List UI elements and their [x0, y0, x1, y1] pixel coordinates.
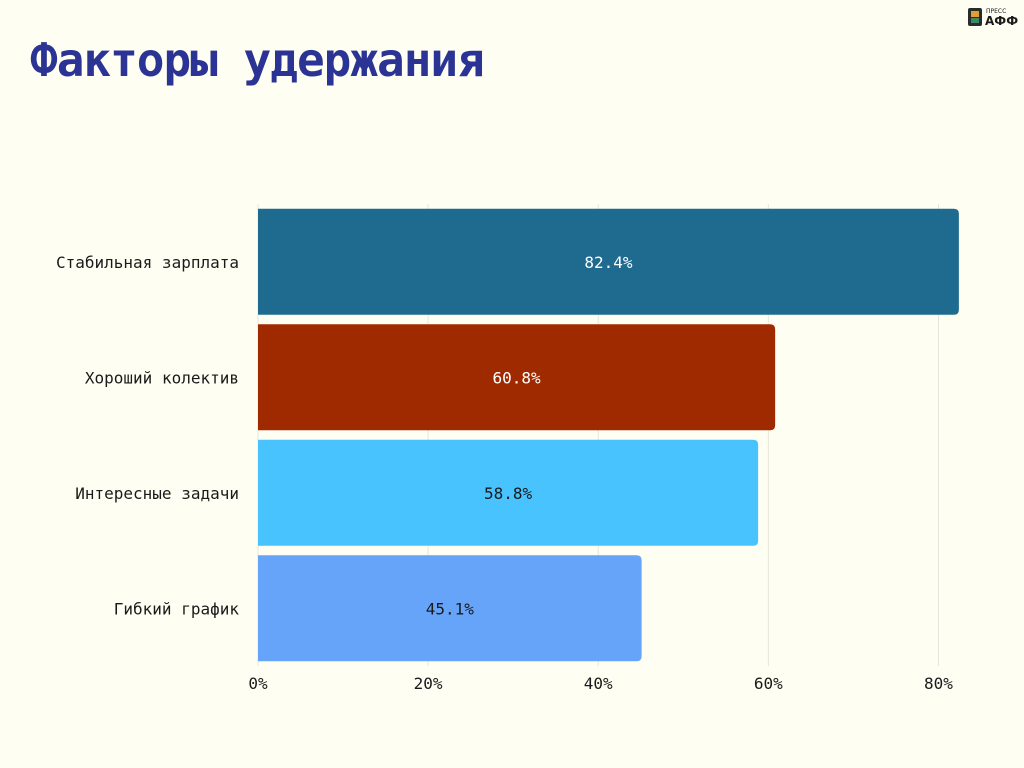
bar [258, 555, 642, 662]
value-label: 58.8% [484, 484, 533, 503]
x-tick-label: 20% [414, 674, 443, 693]
category-label: Интересные задачи [75, 484, 239, 503]
bar [258, 324, 776, 431]
bar [258, 439, 759, 546]
value-labels: 82.4% 60.8% 58.8% 45.1% [426, 253, 633, 619]
value-label: 60.8% [492, 368, 541, 387]
x-tick-label: 0% [248, 674, 268, 693]
bars [258, 208, 959, 662]
category-label: Гибкий график [114, 599, 240, 618]
logo-main-text: АФФ [985, 14, 1018, 28]
press-aff-logo-icon: ПРЕСС АФФ [968, 8, 1018, 28]
x-axis-ticks: 0% 20% 40% 60% 80% [248, 674, 953, 693]
value-label: 82.4% [584, 253, 633, 272]
x-tick-label: 60% [754, 674, 783, 693]
logo-top-text: ПРЕСС [986, 8, 1006, 15]
x-tick-label: 40% [584, 674, 613, 693]
x-tick-label: 80% [924, 674, 953, 693]
category-label: Хороший колектив [85, 368, 239, 387]
value-label: 45.1% [426, 599, 475, 618]
bar [258, 208, 959, 315]
page-title: Факторы удержания [30, 33, 485, 87]
category-label: Стабильная зарплата [56, 253, 239, 272]
category-labels: Стабильная зарплата Хороший колектив Интер… [56, 253, 239, 619]
